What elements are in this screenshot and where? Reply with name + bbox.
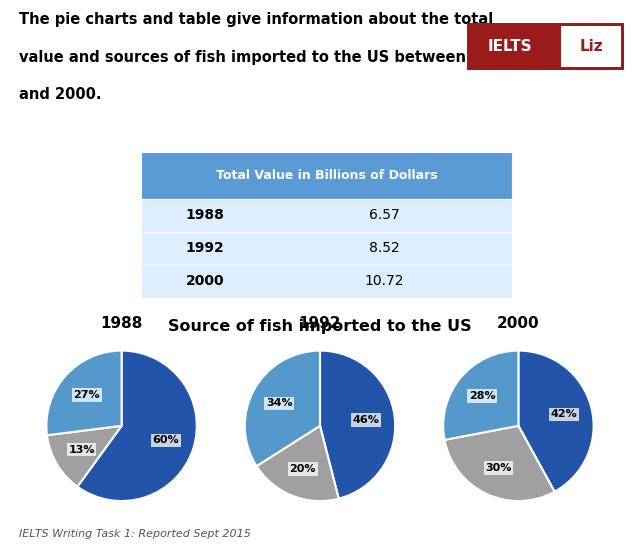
Text: 60%: 60% [152, 435, 179, 445]
Text: 10.72: 10.72 [364, 274, 404, 289]
Bar [141, 152, 512, 199]
Text: 1988: 1988 [186, 208, 224, 222]
Title: 1992: 1992 [299, 316, 341, 331]
Text: 42%: 42% [550, 409, 577, 419]
Text: 30%: 30% [485, 463, 512, 473]
Text: value and sources of fish imported to the US between 1988: value and sources of fish imported to th… [19, 50, 512, 65]
Bar [467, 23, 624, 70]
Text: IELTS Writing Task 1: Reported Sept 2015: IELTS Writing Task 1: Reported Sept 2015 [19, 529, 251, 539]
Bar [141, 265, 512, 298]
Title: 1988: 1988 [100, 316, 143, 331]
Wedge shape [46, 351, 122, 435]
Text: 20%: 20% [289, 464, 316, 474]
Wedge shape [518, 351, 594, 492]
Text: IELTS: IELTS [487, 39, 532, 54]
Wedge shape [257, 426, 339, 501]
Wedge shape [320, 351, 396, 499]
Text: 2000: 2000 [186, 274, 224, 289]
Bar [141, 232, 512, 265]
Text: 8.52: 8.52 [369, 241, 399, 255]
Bar [141, 199, 512, 232]
Wedge shape [443, 351, 518, 440]
Text: Total Value in Billions of Dollars: Total Value in Billions of Dollars [216, 169, 437, 182]
Text: and 2000.: and 2000. [19, 87, 102, 102]
Title: 2000: 2000 [497, 316, 540, 331]
Wedge shape [445, 426, 555, 501]
Text: 13%: 13% [68, 445, 95, 455]
Wedge shape [47, 426, 122, 487]
Text: 28%: 28% [469, 391, 496, 401]
Text: The pie charts and table give information about the total: The pie charts and table give informatio… [19, 12, 493, 28]
Wedge shape [244, 351, 320, 466]
Text: 1992: 1992 [186, 241, 224, 255]
Text: Source of fish imported to the US: Source of fish imported to the US [168, 319, 472, 334]
Text: 46%: 46% [353, 415, 380, 425]
Text: 27%: 27% [74, 390, 100, 400]
Text: 6.57: 6.57 [369, 208, 399, 222]
Text: Liz: Liz [579, 39, 603, 54]
Text: 34%: 34% [266, 398, 292, 408]
Bar [561, 27, 621, 66]
Wedge shape [77, 351, 197, 501]
